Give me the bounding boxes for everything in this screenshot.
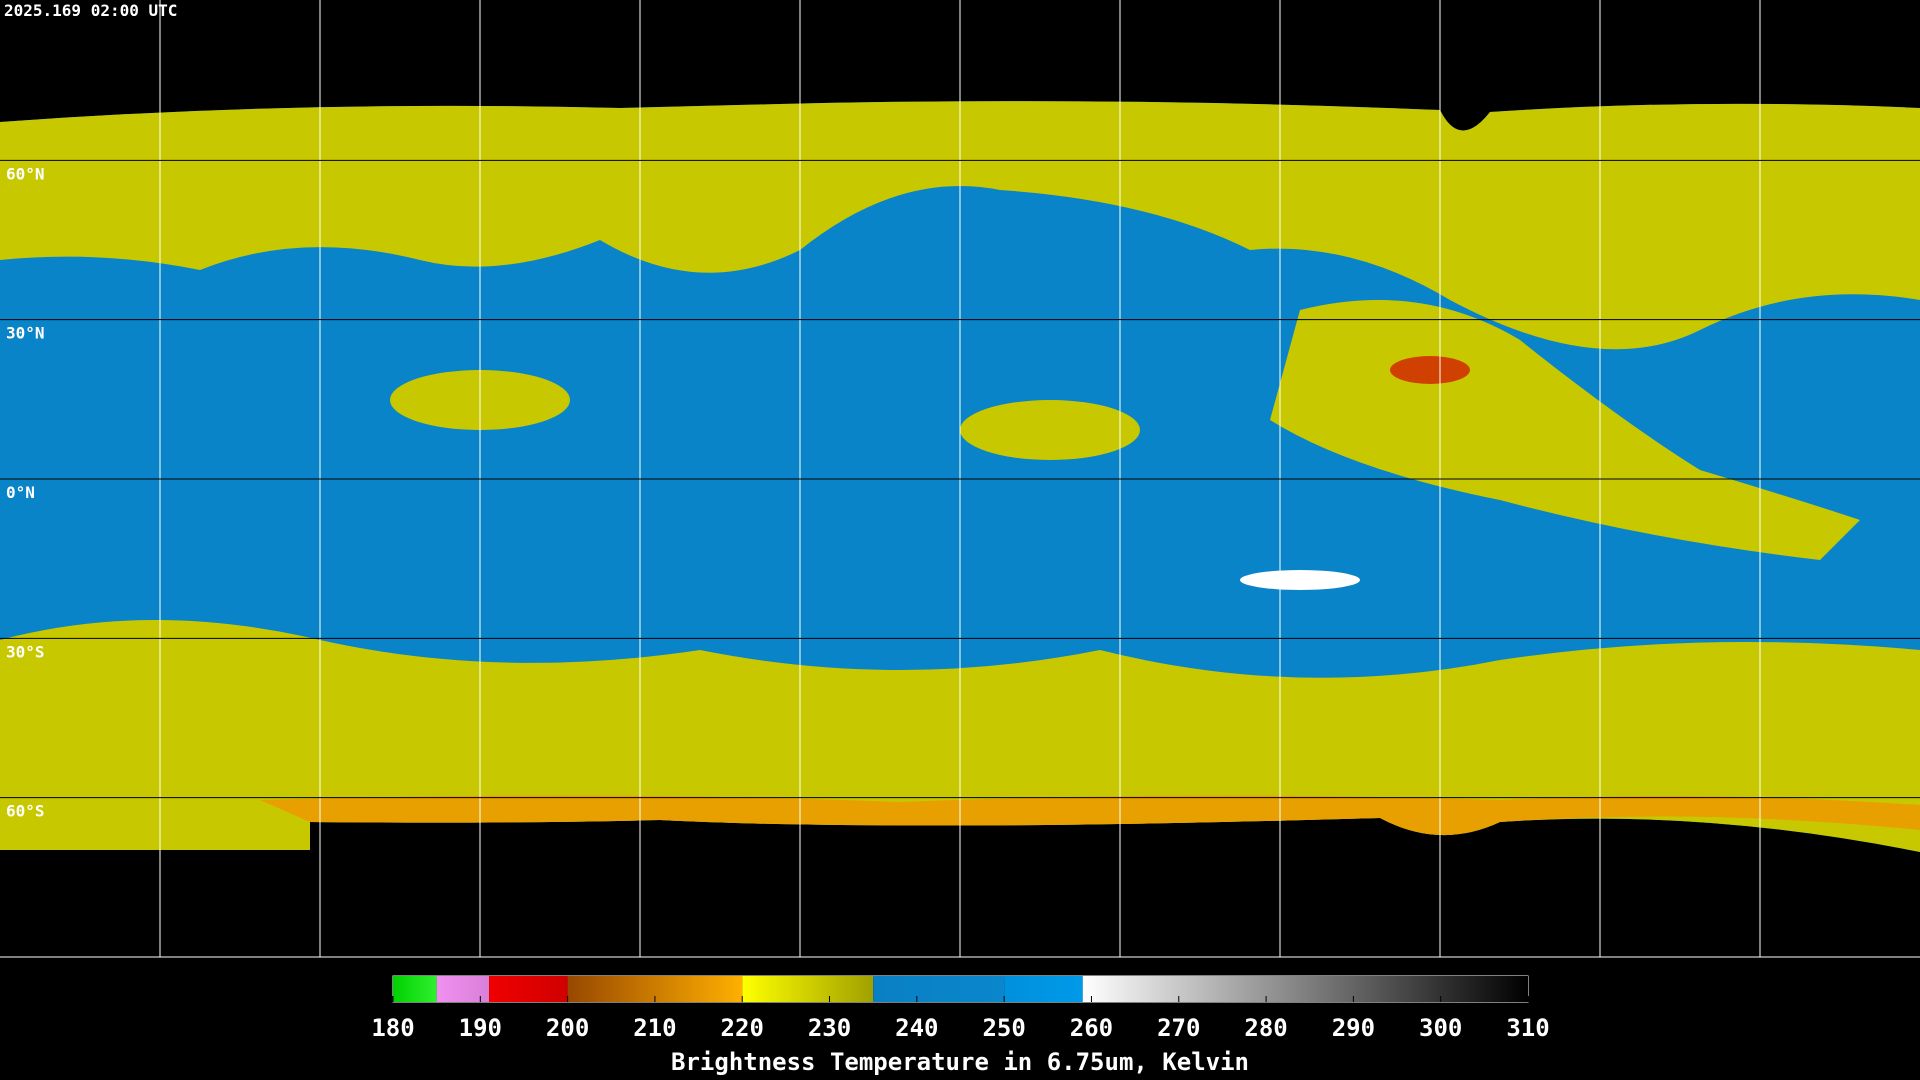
timestamp: 2025.169 02:00 UTC (4, 1, 177, 20)
polar-dry-strip (260, 795, 1920, 836)
latitude-label: 60°S (6, 802, 45, 821)
colorbar-segment (742, 976, 874, 1002)
colorbar-tick-label: 290 (1332, 1014, 1375, 1042)
colorbar-segment (436, 976, 490, 1002)
latitude-label: 0°N (6, 483, 35, 502)
colorbar-tick-label: 260 (1070, 1014, 1113, 1042)
colorbar-tick-label: 280 (1244, 1014, 1287, 1042)
colorbar-tick-label: 310 (1506, 1014, 1549, 1042)
deep-convection (1390, 356, 1470, 384)
colorbar-tick-label: 250 (982, 1014, 1025, 1042)
colorbar-segment (873, 976, 1005, 1002)
colorbar-tick-label: 300 (1419, 1014, 1462, 1042)
colorbar-tick-label: 240 (895, 1014, 938, 1042)
colorbar-tick-label: 270 (1157, 1014, 1200, 1042)
colorbar-segment (489, 976, 568, 1002)
colorbar-tick-label: 190 (459, 1014, 502, 1042)
colorbar-tick-label: 210 (633, 1014, 676, 1042)
colorbar-segment (1004, 976, 1083, 1002)
colorbar-segment (393, 976, 437, 1002)
colorbar-tick-label: 230 (808, 1014, 851, 1042)
colorbar-tick-label: 220 (721, 1014, 764, 1042)
colorbar-label: Brightness Temperature in 6.75um, Kelvin (671, 1048, 1249, 1076)
colorbar-tick-label: 180 (371, 1014, 414, 1042)
latitude-label: 60°N (6, 164, 45, 183)
dry-slot (1240, 570, 1360, 590)
latitude-label: 30°S (6, 642, 45, 661)
latitude-label: 30°N (6, 324, 45, 343)
graticule (159, 0, 1761, 957)
african-convection (960, 400, 1140, 460)
colorbar-tick-label: 200 (546, 1014, 589, 1042)
colorbar-segment (1082, 976, 1528, 1002)
